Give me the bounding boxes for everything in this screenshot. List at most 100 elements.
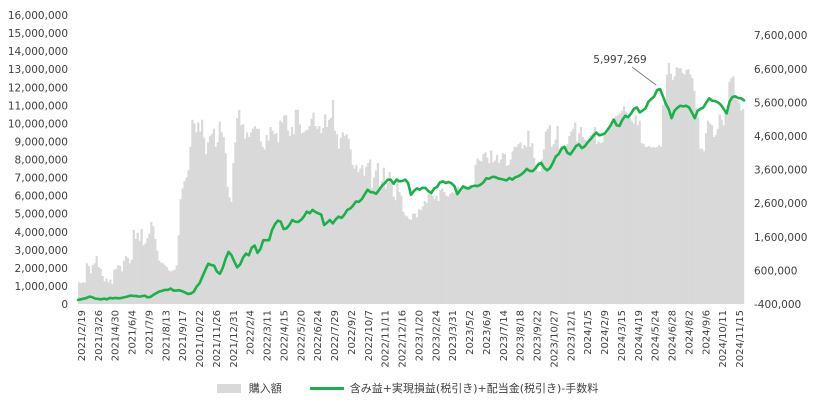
bar: [730, 78, 733, 304]
bar: [536, 171, 540, 304]
bar: [650, 147, 653, 304]
bar: [97, 266, 100, 304]
bar: [355, 164, 358, 304]
bar: [511, 151, 514, 304]
bar: [562, 147, 565, 304]
x-tick-label: 2023/1/20: [414, 310, 425, 361]
bar: [574, 122, 577, 304]
bar: [107, 282, 110, 304]
bar: [660, 146, 663, 304]
bar: [531, 143, 534, 304]
right-axis-ticks: -400,000 600,000 1,600,000 2,600,000 3,600,0…: [754, 30, 807, 311]
bar: [736, 99, 739, 304]
bar: [400, 195, 403, 305]
bar: [105, 278, 108, 304]
bar: [454, 190, 458, 304]
bar: [513, 146, 516, 304]
x-tick-label: 2024/4/19: [634, 310, 645, 361]
bar: [167, 270, 171, 304]
x-tick-label: 2021/7/9: [144, 310, 155, 355]
bar: [324, 114, 327, 304]
bar: [495, 154, 499, 304]
y-left-tick-label: 14,000,000: [8, 46, 68, 58]
x-tick-label: 2022/2/4: [246, 310, 257, 355]
bar: [490, 150, 493, 304]
bar: [675, 67, 678, 304]
y-right-tick-label: 6,600,000: [754, 64, 807, 76]
bar: [365, 166, 368, 304]
x-tick-label: 2021/9/17: [178, 310, 189, 361]
bar: [640, 143, 643, 304]
bar: [435, 195, 438, 305]
bar: [263, 149, 266, 304]
legend-item-profit: 含み益+実現損益(税引き)+配当金(税引き)-手数料: [309, 380, 598, 396]
bar: [488, 163, 491, 304]
bar: [404, 215, 407, 304]
bar: [738, 102, 741, 304]
bar: [285, 115, 288, 304]
bar: [458, 188, 462, 304]
y-left-tick-label: 12,000,000: [8, 82, 68, 94]
bar: [509, 159, 512, 304]
bar: [542, 149, 546, 304]
y-right-tick-label: 7,600,000: [754, 30, 807, 42]
bar: [187, 170, 190, 304]
y-left-tick-label: 4,000,000: [15, 227, 68, 239]
bar: [699, 148, 702, 304]
bar: [410, 220, 413, 304]
bar: [482, 154, 485, 304]
bar: [484, 152, 487, 304]
bar: [267, 140, 270, 304]
bar: [120, 271, 124, 304]
bar: [257, 128, 260, 304]
bar: [697, 117, 700, 304]
bar: [701, 148, 704, 304]
y-right-tick-label: 2,600,000: [754, 198, 807, 210]
bar: [79, 283, 83, 304]
bar: [308, 126, 311, 304]
bar: [718, 114, 721, 304]
bar: [378, 186, 382, 304]
bar: [702, 151, 706, 304]
bar: [687, 69, 690, 304]
bar: [613, 119, 616, 304]
bar: [316, 128, 319, 304]
bar: [273, 134, 276, 304]
bar: [517, 144, 520, 304]
bar: [288, 136, 292, 304]
x-tick-label: 2023/2/24: [431, 310, 442, 361]
bar: [402, 211, 405, 304]
bar: [460, 188, 464, 304]
bar: [587, 137, 590, 304]
bar: [579, 126, 583, 305]
bar: [669, 73, 673, 304]
bar: [437, 201, 440, 304]
x-tick-label: 2024/6/28: [668, 310, 679, 361]
bar: [497, 163, 501, 304]
bar: [132, 229, 135, 304]
bar: [183, 181, 186, 304]
bar: [693, 90, 696, 304]
bar: [269, 126, 272, 305]
bar: [652, 146, 655, 304]
bar: [83, 282, 87, 304]
bar: [253, 126, 257, 304]
bar: [255, 128, 258, 304]
bar: [306, 129, 309, 304]
bar: [232, 163, 235, 304]
bar: [351, 164, 354, 304]
x-tick-label: 2022/10/7: [364, 310, 375, 361]
bar: [376, 163, 380, 304]
y-left-tick-label: 10,000,000: [8, 118, 68, 130]
x-tick-label: 2024/2/9: [600, 310, 611, 355]
bar: [101, 276, 104, 304]
line-series: [76, 87, 746, 302]
bar: [658, 145, 661, 304]
bar: [93, 263, 96, 304]
x-tick-label: 2023/6/9: [482, 310, 493, 355]
bar-series: [78, 62, 745, 305]
bar: [601, 142, 604, 304]
x-tick-label: 2021/12/31: [229, 310, 240, 368]
left-axis-ticks: 0 1,000,000 2,000,000 3,000,000 4,000,000 5,0…: [8, 10, 68, 311]
bar: [564, 149, 567, 304]
